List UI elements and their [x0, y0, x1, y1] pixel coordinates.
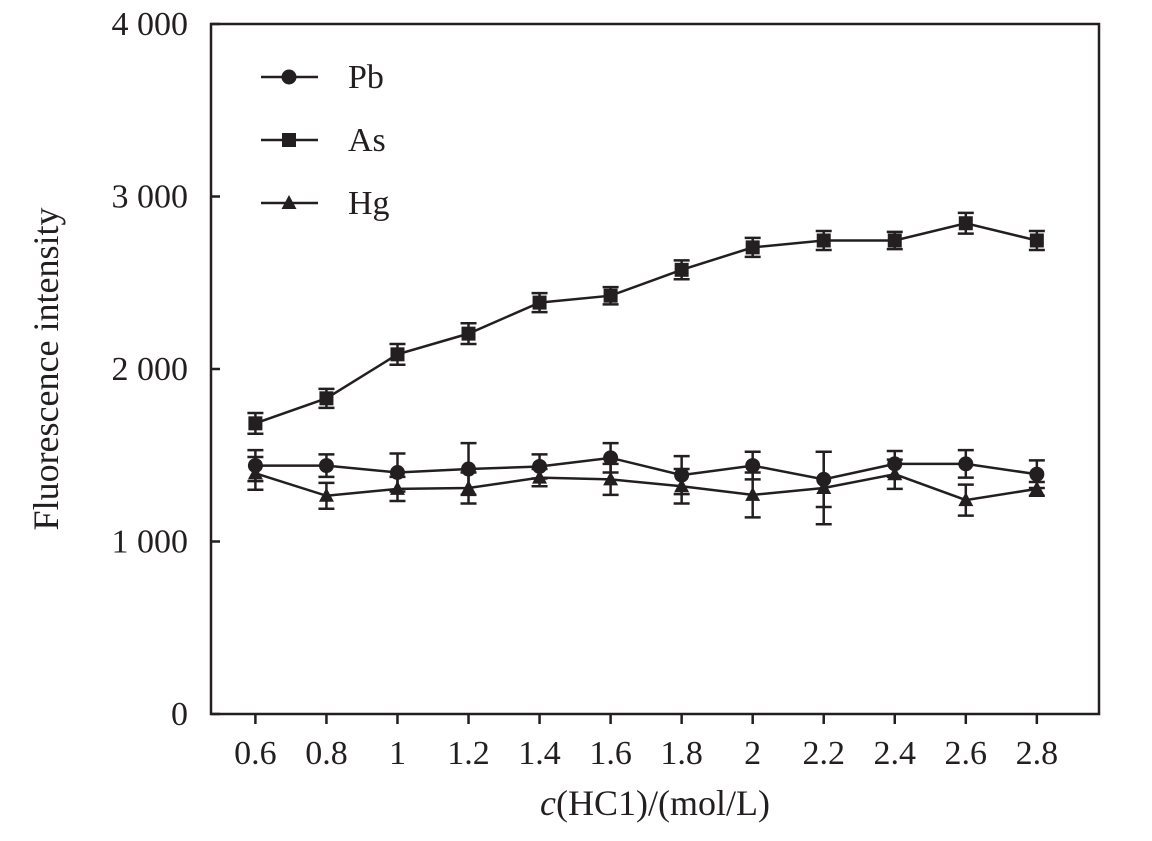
marker-triangle [532, 469, 548, 484]
marker-circle [603, 450, 619, 466]
marker-triangle [958, 492, 974, 507]
marker-square [745, 240, 760, 255]
x-axis-title-rest: (HC1)/(mol/L) [556, 783, 770, 823]
x-tick-label: 1.6 [589, 735, 632, 772]
x-tick-label: 2.4 [874, 735, 917, 772]
marker-square [1029, 233, 1044, 248]
legend-item-as: As [261, 122, 386, 159]
y-tick-label: 2 000 [112, 351, 189, 388]
marker-square [319, 391, 334, 406]
marker-triangle [745, 486, 761, 501]
y-tick-label: 3 000 [112, 179, 189, 216]
marker-square [461, 326, 476, 341]
series-line-pb [255, 456, 1038, 481]
marker-square [532, 295, 547, 310]
marker-triangle [674, 478, 690, 493]
x-tick-label: 0.8 [305, 735, 348, 772]
y-axis-title: Fluorescence intensity [26, 208, 66, 531]
marker-circle [281, 69, 297, 85]
legend-item-pb: Pb [261, 59, 384, 96]
series-line-as [254, 221, 1038, 425]
marker-square [282, 133, 296, 147]
legend-label: Pb [348, 59, 384, 96]
marker-triangle [247, 465, 263, 480]
y-tick-label: 1 000 [112, 524, 189, 561]
x-tick-label: 2.6 [945, 735, 988, 772]
legend: Pb As Hg [261, 59, 390, 222]
marker-triangle [816, 480, 832, 495]
legend-label: As [348, 122, 386, 159]
x-tick-label: 1.8 [660, 735, 703, 772]
y-axis-ticks: 0 1 000 2 000 3 000 4 000 [112, 6, 220, 733]
marker-circle [318, 458, 334, 474]
x-tick-label: 1.4 [518, 735, 561, 772]
x-axis-title-italic: c [540, 783, 556, 823]
y-tick-label: 0 [171, 696, 188, 733]
series-as [247, 211, 1045, 435]
x-axis-title: c(HC1)/(mol/L) [540, 783, 770, 823]
marker-square [390, 347, 405, 362]
marker-circle [745, 458, 761, 474]
legend-item-hg: Hg [261, 185, 390, 222]
series-layer [247, 211, 1045, 526]
x-tick-label: 2.2 [802, 735, 845, 772]
marker-square [887, 233, 902, 248]
marker-triangle [318, 487, 334, 502]
x-tick-label: 2 [744, 735, 761, 772]
marker-triangle [887, 466, 903, 481]
plot-frame [209, 22, 1101, 716]
x-tick-label: 0.6 [234, 735, 277, 772]
marker-square [816, 233, 831, 248]
x-tick-label: 2.8 [1016, 735, 1059, 772]
marker-square [958, 216, 973, 231]
marker-square [674, 262, 689, 277]
marker-circle [958, 456, 974, 472]
marker-triangle [389, 480, 405, 495]
marker-circle [1029, 466, 1045, 482]
series-hg [247, 450, 1045, 526]
marker-triangle [461, 480, 477, 495]
y-tick-label: 4 000 [112, 6, 189, 43]
marker-square [603, 288, 618, 303]
marker-triangle [281, 195, 297, 209]
series-pb [247, 441, 1045, 509]
legend-label: Hg [348, 185, 390, 222]
x-axis-ticks: 0.6 0.8 1 1.2 1.4 1.6 1.8 2 2.2 2.4 2.6 2.8 [234, 714, 1058, 772]
marker-square [248, 416, 263, 431]
marker-triangle [1029, 480, 1045, 495]
x-tick-label: 1.2 [447, 735, 490, 772]
marker-triangle [603, 471, 619, 486]
x-tick-label: 1 [389, 735, 406, 772]
series-line-hg [255, 472, 1038, 502]
